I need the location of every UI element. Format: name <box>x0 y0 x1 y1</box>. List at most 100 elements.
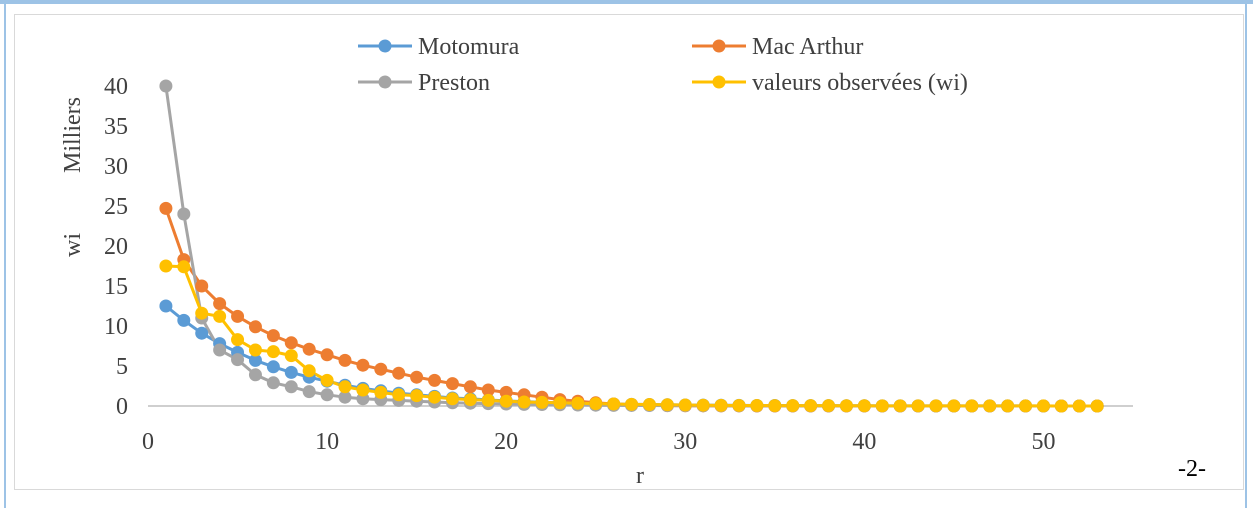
data-point <box>177 260 191 274</box>
data-point <box>983 399 997 413</box>
y-tick-label: 10 <box>104 314 128 340</box>
data-point <box>213 309 227 323</box>
data-point <box>177 313 191 327</box>
legend-label: Mac Arthur <box>752 34 863 60</box>
data-point <box>284 365 298 379</box>
y-tick-label: 0 <box>116 394 128 420</box>
data-point <box>410 370 424 384</box>
series-line-2 <box>164 85 1098 408</box>
data-point <box>804 399 818 413</box>
data-point <box>893 399 907 413</box>
y-tick-label: 5 <box>116 354 128 380</box>
data-point <box>553 396 567 410</box>
data-point <box>929 399 943 413</box>
data-point <box>517 395 531 409</box>
data-point <box>284 349 298 363</box>
data-point <box>1036 399 1050 413</box>
data-point <box>195 326 209 340</box>
data-point <box>284 336 298 350</box>
data-point <box>1054 399 1068 413</box>
data-point <box>231 353 245 367</box>
data-point <box>302 342 316 356</box>
data-point <box>1090 399 1104 413</box>
data-point <box>374 362 388 376</box>
data-point <box>445 392 459 406</box>
data-point <box>338 380 352 394</box>
legend-swatch-marker <box>378 39 392 53</box>
data-point <box>159 259 173 273</box>
data-point <box>374 385 388 399</box>
data-point <box>696 398 710 412</box>
data-point <box>248 343 262 357</box>
x-tick-label: 50 <box>1031 429 1055 455</box>
data-point <box>481 383 495 397</box>
x-tick-label: 20 <box>494 429 518 455</box>
legend-label: valeurs observées (wi) <box>752 70 968 96</box>
x-tick-label: 0 <box>142 429 154 455</box>
data-point <box>213 343 227 357</box>
data-point <box>177 207 191 221</box>
x-axis-label: r <box>636 463 644 489</box>
data-point <box>463 380 477 394</box>
data-point <box>857 399 871 413</box>
data-point <box>266 360 280 374</box>
data-point <box>266 345 280 359</box>
data-point <box>302 364 316 378</box>
data-point <box>392 366 406 380</box>
legend: Motomura Mac Arthur Preston valeurs observé… <box>358 34 968 96</box>
data-point <box>159 79 173 93</box>
data-point <box>213 297 227 311</box>
y-tick-label: 40 <box>104 74 128 100</box>
axes: 0 5 10 15 20 25 30 35 40 0 10 20 30 40 50 <box>104 74 1133 455</box>
y-tick-label: 30 <box>104 154 128 180</box>
data-point <box>356 358 370 372</box>
right-border <box>1245 4 1247 508</box>
data-point <box>499 394 513 408</box>
data-point <box>750 399 764 413</box>
left-border <box>4 4 6 508</box>
x-tick-label: 30 <box>673 429 697 455</box>
data-point <box>266 376 280 390</box>
data-point <box>266 329 280 343</box>
data-point <box>195 279 209 293</box>
data-point <box>965 399 979 413</box>
data-point <box>571 396 585 410</box>
data-point <box>195 306 209 320</box>
data-point <box>428 390 442 404</box>
data-point <box>732 398 746 412</box>
data-point <box>356 383 370 397</box>
data-point <box>714 398 728 412</box>
data-point <box>625 397 639 411</box>
y-unit-label: Milliers <box>60 97 86 173</box>
data-point <box>248 368 262 382</box>
data-point <box>231 333 245 347</box>
series-line-3 <box>165 264 1098 408</box>
data-point <box>248 320 262 334</box>
data-point <box>839 399 853 413</box>
data-point <box>642 398 656 412</box>
series-lines <box>164 85 1098 408</box>
y-tick-label: 25 <box>104 194 128 220</box>
page-number: -2- <box>1178 456 1206 482</box>
legend-swatch-marker <box>378 75 392 89</box>
data-point <box>1001 399 1015 413</box>
data-point <box>248 353 262 367</box>
data-point <box>768 399 782 413</box>
data-point <box>660 398 674 412</box>
data-point <box>231 309 245 323</box>
y-tick-label: 35 <box>104 114 128 140</box>
data-point <box>822 399 836 413</box>
data-point <box>947 399 961 413</box>
data-point <box>1072 399 1086 413</box>
data-point <box>392 388 406 402</box>
data-point <box>320 373 334 387</box>
data-point <box>589 397 603 411</box>
top-border <box>0 0 1253 4</box>
y-axis-label: wi <box>60 233 86 257</box>
data-point <box>428 373 442 387</box>
data-point <box>320 348 334 362</box>
data-point <box>338 390 352 404</box>
chart-area <box>14 14 1244 490</box>
